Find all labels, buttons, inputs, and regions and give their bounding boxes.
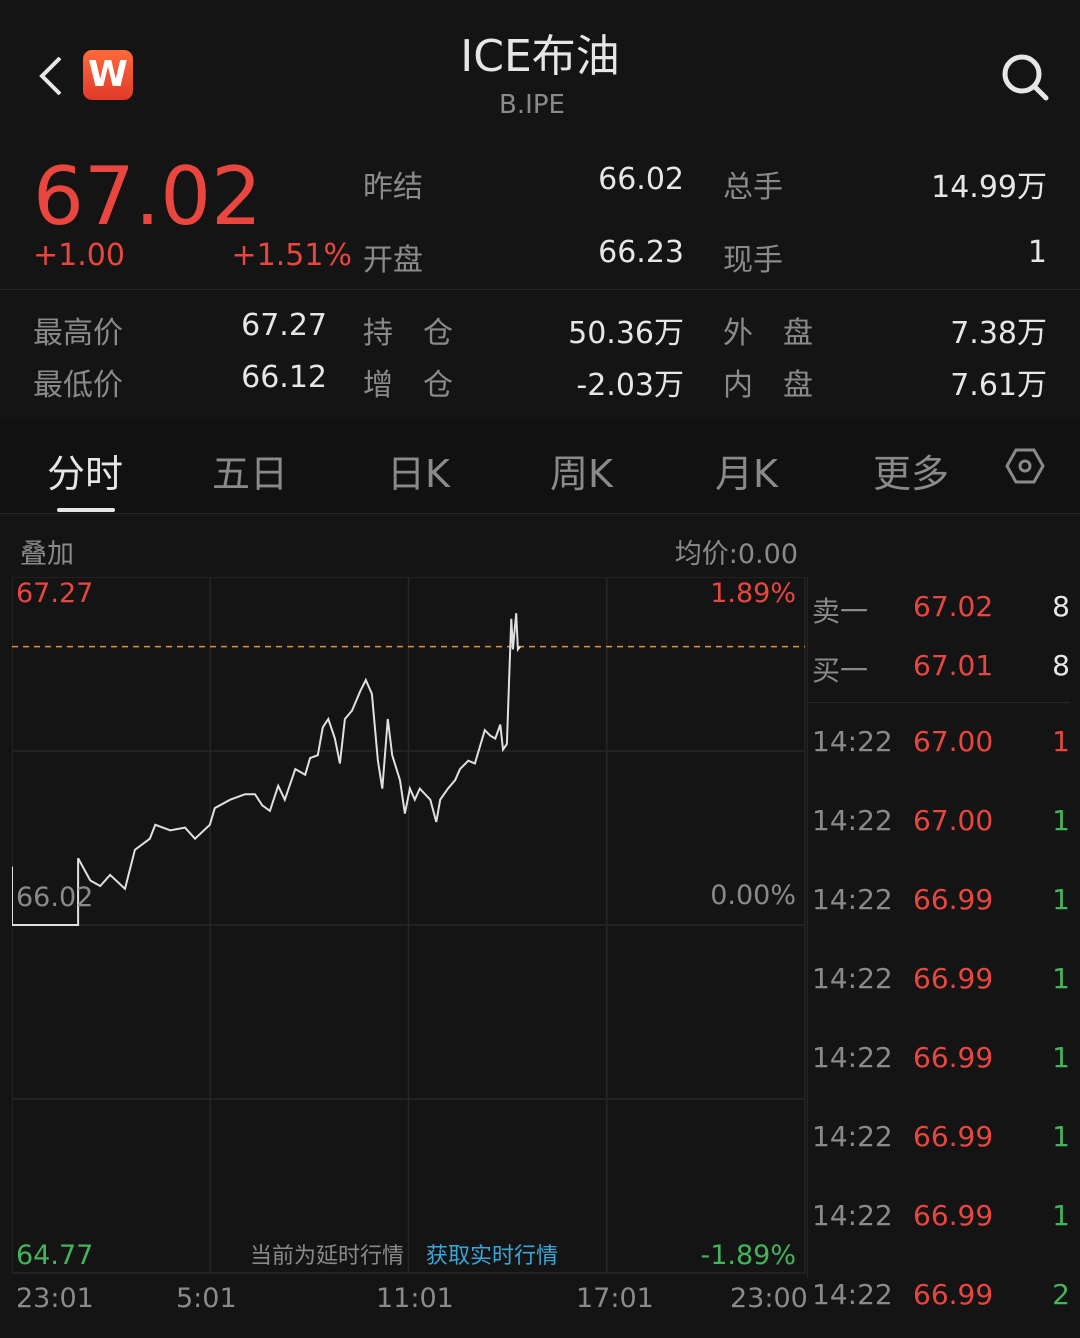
divider (0, 513, 1080, 514)
trade-time: 14:22 (812, 1278, 893, 1311)
x-tick: 23:00 (730, 1283, 808, 1314)
field-value: 7.38万 (950, 316, 1047, 351)
active-tab-indicator (57, 508, 115, 512)
trade-time: 14:22 (812, 804, 893, 837)
field-value: 7.61万 (950, 368, 1047, 403)
ask-price: 67.02 (913, 590, 994, 623)
pct-label-bottom: -1.89% (700, 1240, 796, 1271)
trade-price: 66.99 (913, 1041, 994, 1074)
field-value: -2.03万 (576, 368, 684, 403)
symbol-code: B.IPE (499, 90, 565, 120)
last-price: 67.02 (33, 150, 263, 243)
field-label: 昨结 (363, 170, 423, 205)
field-label: 总手 (723, 170, 783, 205)
trade-price: 67.00 (913, 725, 994, 758)
delay-notice: 当前为延时行情 (250, 1244, 405, 1269)
price-change: +1.00 (33, 238, 125, 273)
trade-price: 66.99 (913, 1120, 994, 1153)
field-label: 内 盘 (723, 368, 813, 403)
trade-qty: 1 (1052, 883, 1070, 916)
field-value: 14.99万 (931, 170, 1047, 205)
pct-label-mid: 0.00% (710, 880, 796, 911)
price-line (12, 613, 521, 926)
field-label: 增 仓 (363, 368, 453, 403)
tab-daily-k[interactable]: 日K (387, 452, 450, 496)
x-tick: 11:01 (376, 1283, 454, 1314)
field-value: 66.02 (598, 162, 684, 197)
tab-weekly-k[interactable]: 周K (550, 452, 613, 496)
x-tick: 5:01 (176, 1283, 237, 1314)
tab-more[interactable]: 更多 (873, 452, 950, 496)
page-title: ICE布油 (460, 31, 620, 82)
intraday-chart[interactable] (12, 577, 807, 1275)
hexagon-settings-icon[interactable] (1005, 446, 1045, 486)
divider (0, 289, 1080, 290)
search-icon[interactable] (1000, 52, 1050, 102)
field-label: 外 盘 (723, 316, 813, 351)
field-value: 66.23 (598, 235, 684, 270)
field-value: 66.12 (241, 360, 327, 395)
tab-monthly-k[interactable]: 月K (715, 452, 778, 496)
app-logo: W (83, 50, 133, 100)
field-value: 67.27 (241, 308, 327, 343)
y-label-bottom: 64.77 (16, 1240, 94, 1271)
bid-qty: 8 (1052, 649, 1070, 682)
trade-qty: 1 (1052, 1041, 1070, 1074)
trade-time: 14:22 (812, 725, 893, 758)
bid-label: 买一 (812, 654, 869, 687)
trade-time: 14:22 (812, 1120, 893, 1153)
ask-label: 卖一 (812, 595, 869, 628)
panel-divider (807, 577, 808, 1277)
trade-time: 14:22 (812, 1041, 893, 1074)
trade-price: 66.99 (913, 1278, 994, 1311)
field-label: 现手 (723, 243, 783, 278)
y-label-mid: 66.02 (16, 882, 94, 913)
ask-qty: 8 (1052, 590, 1070, 623)
field-value: 1 (1027, 235, 1047, 270)
tab-intraday[interactable]: 分时 (47, 452, 124, 496)
field-label: 持 仓 (363, 316, 453, 351)
chevron-left-icon[interactable] (36, 55, 66, 97)
trade-qty: 1 (1052, 725, 1070, 758)
trade-time: 14:22 (812, 962, 893, 995)
trade-price: 67.00 (913, 804, 994, 837)
x-tick: 17:01 (576, 1283, 654, 1314)
price-change-pct: +1.51% (231, 238, 352, 273)
realtime-link[interactable]: 获取实时行情 (426, 1244, 559, 1269)
field-label: 开盘 (363, 243, 423, 278)
field-label: 最高价 (33, 316, 123, 351)
tab-five-day[interactable]: 五日 (212, 452, 289, 496)
trade-qty: 1 (1052, 1120, 1070, 1153)
y-label-top: 67.27 (16, 578, 94, 609)
trade-time: 14:22 (812, 883, 893, 916)
tab-bar (0, 419, 1080, 514)
pct-label-top: 1.89% (710, 578, 796, 609)
trade-time: 14:22 (812, 1199, 893, 1232)
bid-price: 67.01 (913, 649, 994, 682)
trade-qty: 1 (1052, 962, 1070, 995)
trade-price: 66.99 (913, 962, 994, 995)
field-label: 最低价 (33, 368, 123, 403)
divider (808, 702, 1070, 703)
field-value: 50.36万 (568, 316, 684, 351)
overlay-button[interactable]: 叠加 (20, 539, 74, 570)
trade-qty: 1 (1052, 1199, 1070, 1232)
trade-qty: 1 (1052, 804, 1070, 837)
trade-price: 66.99 (913, 1199, 994, 1232)
avg-price: 均价:0.00 (674, 539, 798, 570)
trade-qty: 2 (1052, 1278, 1070, 1311)
x-tick: 23:01 (16, 1283, 94, 1314)
trade-price: 66.99 (913, 883, 994, 916)
